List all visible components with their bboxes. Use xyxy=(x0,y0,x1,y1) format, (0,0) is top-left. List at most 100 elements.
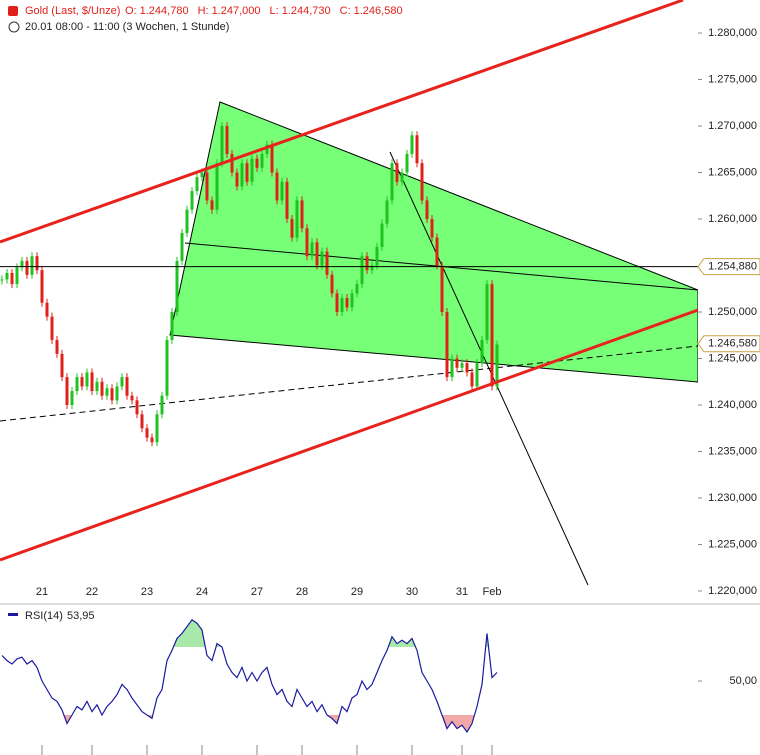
candle xyxy=(35,256,39,271)
candle xyxy=(390,163,394,201)
x-tick-label: 23 xyxy=(141,586,153,598)
hline-label: 1.254,880 xyxy=(708,261,757,273)
candle xyxy=(130,395,134,401)
candle xyxy=(45,302,49,317)
y-tick-label: 1.275,000 xyxy=(708,73,757,85)
rsi-name: RSI(14) xyxy=(25,610,63,622)
candle xyxy=(250,158,254,182)
candle xyxy=(395,163,399,182)
candle xyxy=(245,163,249,182)
channel xyxy=(0,0,698,562)
candle xyxy=(210,200,214,210)
candle xyxy=(350,293,354,308)
candle xyxy=(40,270,44,303)
quote-label: H: xyxy=(198,5,209,17)
candle xyxy=(360,256,364,285)
channel-lower xyxy=(0,308,698,562)
quote-label: C: xyxy=(340,5,351,17)
candle xyxy=(470,372,474,387)
x-tick-label: 22 xyxy=(86,586,98,598)
candle xyxy=(105,388,109,396)
quote-label: O: xyxy=(125,5,137,17)
rsi-tick-label: 50,00 xyxy=(729,675,757,687)
candle xyxy=(30,256,34,275)
candle xyxy=(115,386,119,401)
candle xyxy=(375,246,379,266)
candle xyxy=(310,242,314,257)
candle xyxy=(405,153,409,173)
candle xyxy=(135,400,139,415)
candle xyxy=(190,191,194,210)
candle xyxy=(490,284,494,387)
candle xyxy=(335,293,339,312)
x-tick-label: 29 xyxy=(351,586,363,598)
candle xyxy=(155,414,159,443)
candle xyxy=(480,339,484,364)
candle xyxy=(385,200,389,224)
candle xyxy=(195,177,199,192)
candle xyxy=(100,381,104,396)
y-tick-label: 1.235,000 xyxy=(708,445,757,457)
candle xyxy=(365,256,369,271)
x-tick-label: 24 xyxy=(196,586,208,598)
candle xyxy=(10,272,14,285)
candle xyxy=(345,298,349,308)
price-label-box xyxy=(697,335,760,353)
instrument-title: Gold (Last, $/Unze) xyxy=(25,5,120,17)
candle xyxy=(400,172,404,182)
candle xyxy=(290,219,294,238)
clock-icon xyxy=(8,21,20,33)
x-tick-label: 27 xyxy=(251,586,263,598)
candle xyxy=(300,200,304,229)
candle xyxy=(330,274,334,294)
y-tick-label: 1.250,000 xyxy=(708,306,757,318)
candle xyxy=(80,377,84,387)
candle xyxy=(265,144,269,154)
candle xyxy=(295,200,299,238)
candle xyxy=(95,381,99,392)
candle xyxy=(65,377,69,405)
candle xyxy=(275,172,279,201)
candle xyxy=(235,172,239,187)
candle xyxy=(25,260,29,275)
y-tick-label: 1.220,000 xyxy=(708,585,757,597)
candle xyxy=(50,316,54,340)
quote-value: 1.244,730 xyxy=(282,5,331,17)
candles xyxy=(0,122,499,447)
candle xyxy=(160,395,164,415)
candle xyxy=(440,265,444,312)
candle xyxy=(430,219,434,238)
y-tick-label: 1.230,000 xyxy=(708,492,757,504)
candle xyxy=(425,200,429,219)
candle xyxy=(280,181,284,201)
candle xyxy=(60,353,64,378)
candle xyxy=(255,158,259,168)
y-tick-label: 1.270,000 xyxy=(708,120,757,132)
candle xyxy=(200,172,204,178)
x-tick-label: 28 xyxy=(296,586,308,598)
candle xyxy=(175,260,179,312)
price-label-box xyxy=(697,258,760,276)
drawings xyxy=(0,101,698,586)
x-tick-label: Feb xyxy=(483,586,502,598)
x-tick-label: 21 xyxy=(36,586,48,598)
candle xyxy=(370,265,374,271)
candle xyxy=(320,251,324,266)
candle xyxy=(0,279,4,281)
candle xyxy=(5,272,9,280)
x-tick-label: 30 xyxy=(406,586,418,598)
candle xyxy=(410,135,414,154)
candle xyxy=(355,284,359,294)
quote: O: 1.244,780 H: 1.247,000 L: 1.244,730 C: 1.246… xyxy=(125,5,403,17)
candle xyxy=(230,153,234,173)
y-tick-label: 1.265,000 xyxy=(708,166,757,178)
candle xyxy=(20,260,24,268)
candle xyxy=(170,312,174,340)
candle xyxy=(90,372,94,392)
quote-value: 1.246,580 xyxy=(354,5,403,17)
y-tick-label: 1.245,000 xyxy=(708,352,757,364)
candle xyxy=(260,153,264,168)
candle xyxy=(55,339,59,354)
candle xyxy=(240,163,244,187)
rsi-oversold xyxy=(2,715,497,732)
